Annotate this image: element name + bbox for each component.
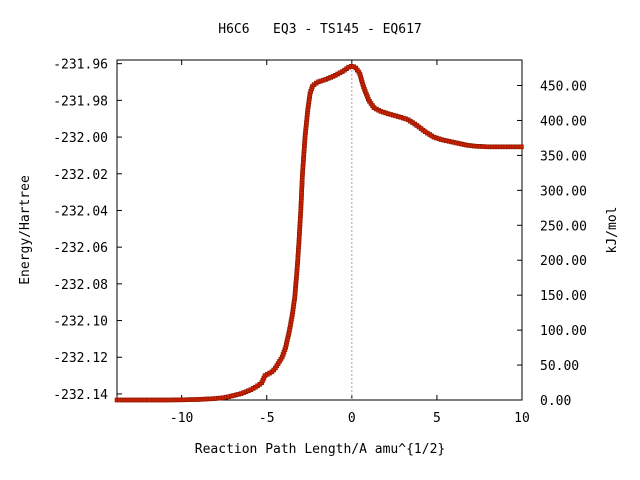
y-left-tick-label: -232.14 bbox=[53, 388, 108, 403]
y-right-tick-label: 100.00 bbox=[540, 324, 587, 339]
x-tick-label: -10 bbox=[170, 411, 193, 426]
y-left-tick-label: -232.08 bbox=[53, 278, 108, 293]
y-left-tick-label: -232.06 bbox=[53, 241, 108, 256]
x-tick-label: 10 bbox=[514, 411, 530, 426]
energy-series bbox=[114, 64, 524, 403]
y-right-tick-label: 450.00 bbox=[540, 80, 587, 95]
y-right-tick-label: 150.00 bbox=[540, 289, 587, 304]
y-right-tick-label: 400.00 bbox=[540, 114, 587, 129]
y-right-tick-label: 250.00 bbox=[540, 219, 587, 234]
series-line bbox=[117, 65, 522, 401]
x-axis-label: Reaction Path Length/A amu^{1/2} bbox=[195, 442, 445, 457]
y-left-tick-label: -231.98 bbox=[53, 94, 108, 109]
y-axis-left: -232.14 -232.12 -232.10 -232.08 -232.06 -232.… bbox=[53, 58, 122, 403]
x-tick-label: 0 bbox=[348, 411, 356, 426]
y-left-tick-label: -232.00 bbox=[53, 131, 108, 146]
y-right-tick-label: 350.00 bbox=[540, 149, 587, 164]
y-left-tick-label: -232.12 bbox=[53, 351, 108, 366]
x-tick-label: -5 bbox=[259, 411, 275, 426]
y-axis-left-label: Energy/Hartree bbox=[18, 175, 33, 285]
plot-frame bbox=[116, 59, 523, 401]
chart-title: H6C6 EQ3 - TS145 - EQ617 bbox=[218, 22, 422, 37]
y-right-tick-label: 50.00 bbox=[540, 359, 579, 374]
y-left-tick-label: -231.96 bbox=[53, 58, 108, 73]
y-left-tick-label: -232.02 bbox=[53, 168, 108, 183]
data-point bbox=[519, 144, 524, 150]
y-right-tick-label: 0.00 bbox=[540, 394, 571, 409]
y-left-tick-label: -232.10 bbox=[53, 315, 108, 330]
y-right-tick-label: 300.00 bbox=[540, 184, 587, 199]
x-axis: -10 -5 0 5 10 bbox=[170, 60, 530, 426]
y-axis-right-label: kJ/mol bbox=[605, 207, 620, 254]
x-tick-label: 5 bbox=[433, 411, 441, 426]
y-axis-right: 0.00 50.00 100.00 150.00 200.00 250.00 300.00 3… bbox=[517, 80, 587, 409]
y-left-tick-label: -232.04 bbox=[53, 204, 108, 219]
y-right-tick-label: 200.00 bbox=[540, 254, 587, 269]
